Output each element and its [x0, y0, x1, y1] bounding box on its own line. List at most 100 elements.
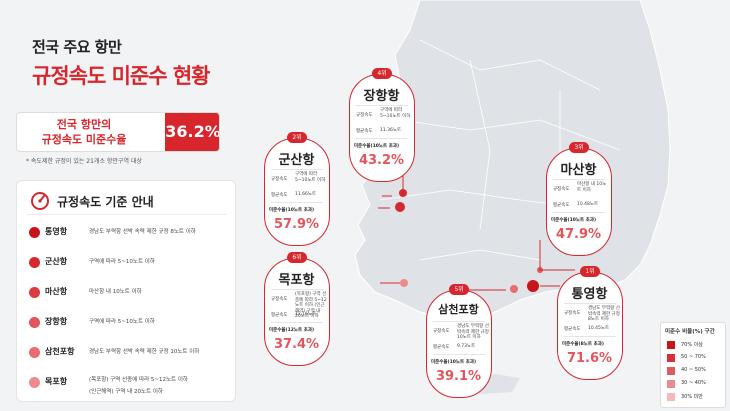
noncompliance-rate: 71.6%	[566, 351, 613, 366]
marker-gunsan	[395, 202, 405, 212]
guide-port-desc: 구역에 따라 5~10노트 이하	[89, 319, 155, 325]
card-divider	[553, 212, 605, 213]
noncompliance-rate: 47.9%	[555, 227, 602, 242]
port-card: 삼천포항 규정속도 경남도 부력항 선박속력 제한 규정 10노트 이하 평균속도 9.…	[426, 290, 492, 398]
legend-swatch	[667, 354, 675, 362]
noncompliance-label: 미준수율(10노트 초과)	[431, 360, 477, 365]
legend-label: 50 ~ 70%	[681, 354, 706, 360]
speed-label: 규정속도	[271, 177, 288, 182]
guide-port-name: 목포항	[45, 377, 68, 386]
speed-label: 규정속도	[553, 187, 570, 192]
card-divider	[271, 322, 323, 323]
speed-label: 규정속도	[271, 297, 288, 302]
marker-tongyeong	[527, 280, 539, 292]
marker-samcheonpo	[510, 285, 518, 293]
guide-row: 목포항 (목포항) 구역 선종에 따라 5~12노트 이하 (인근해역) 구역 내 …	[27, 371, 232, 395]
noncompliance-rate: 43.2%	[358, 153, 405, 168]
guide-port-desc: 마산항 내 10노트 이하	[89, 289, 142, 295]
legend-swatch	[667, 367, 675, 375]
guide-port-name: 마산항	[45, 287, 68, 296]
avg-value: 10.45노트	[588, 326, 610, 331]
guide-color-dot	[29, 287, 40, 298]
card-divider	[564, 303, 616, 304]
guide-color-dot	[29, 347, 40, 358]
port-name: 삼천포항	[438, 303, 479, 316]
legend-swatch	[667, 380, 675, 388]
avg-value: 10.48노트	[577, 202, 599, 207]
noncompliance-label: 미준수율(10노트 초과)	[354, 144, 400, 149]
legend-label: 30% 미만	[681, 394, 703, 400]
guide-port-name: 장항항	[45, 317, 68, 326]
avg-value: 11.66노트	[295, 192, 317, 197]
guide-row: 삼천포항 경남도 부력항 선박 속력 제한 규정 10노트 이하	[27, 341, 232, 365]
guide-port-name: 군산항	[45, 257, 68, 266]
noncompliance-label: 미준수율(8노트 초과)	[562, 342, 604, 347]
noncompliance-rate: 37.4%	[273, 337, 320, 352]
marker-mokpo	[400, 279, 408, 287]
rank-badge: 5위	[449, 284, 469, 295]
card-divider	[271, 169, 323, 170]
national-rate-value: 36.2%	[165, 113, 219, 151]
avg-label: 평균속도	[271, 313, 288, 318]
legend-item: 30 ~ 40%	[667, 378, 725, 390]
legend-label: 40 ~ 50%	[681, 367, 706, 373]
legend-label: 70% 이상	[681, 342, 703, 348]
guide-port-desc2: (인근해역) 구역 내 20노트 이하	[89, 389, 163, 395]
speed-guide-panel: 규정속도 기준 안내 통영항 경남도 부력항 선박 속력 제한 규정 8노트 이하…	[16, 180, 236, 402]
guide-port-desc: (목포항) 구역 선종에 따라 5~12노트 이하	[89, 377, 188, 383]
national-rate-box: 전국 항만의 규정속도 미준수율 36.2%	[16, 112, 220, 152]
noncompliance-label: 미준수율(10노트 초과)	[551, 218, 597, 223]
avg-value: 12.16노트	[295, 312, 317, 317]
page-title: 규정속도 미준수 현황	[32, 64, 211, 88]
guide-color-dot	[29, 257, 40, 268]
rank-badge: 6위	[287, 252, 307, 263]
port-name: 통영항	[571, 287, 608, 302]
port-name: 마산항	[560, 163, 597, 178]
avg-label: 평균속도	[564, 327, 581, 332]
legend-item: 30% 미만	[667, 391, 725, 403]
page-subtitle: 전국 주요 항만	[32, 38, 122, 56]
guide-row: 통영항 경남도 부력항 선박 속력 제한 규정 8노트 이하	[27, 221, 232, 245]
speedometer-icon	[31, 192, 49, 210]
card-divider	[564, 336, 616, 337]
avg-label: 평균속도	[271, 193, 288, 198]
rank-badge: 3위	[569, 142, 589, 153]
port-name: 장항항	[363, 89, 400, 104]
card-divider	[433, 354, 485, 355]
speed-label: 규정속도	[564, 311, 581, 316]
rank-badge: 4위	[372, 68, 392, 79]
guide-color-dot	[29, 317, 40, 328]
guide-port-desc: 구역에 따라 5~10노트 이하	[89, 259, 155, 265]
legend: 미준수 비율(%) 구간 70% 이상 50 ~ 70% 40 ~ 50% 30 ~ …	[660, 322, 726, 408]
card-divider	[356, 138, 408, 139]
guide-port-name: 삼천포항	[45, 347, 75, 356]
speed-label: 규정속도	[356, 113, 373, 118]
card-divider	[433, 321, 485, 322]
speed-value: 경남도 부력항 선박속력 제한 규정 10노트 이하	[457, 324, 489, 340]
national-rate-label: 전국 항만의 규정속도 미준수율	[17, 113, 151, 151]
guide-port-desc: 경남도 부력항 선박 속력 제한 규정 8노트 이하	[89, 229, 196, 235]
rate-note: * 속도제한 규정이 있는 21개소 항만구역 대상	[26, 158, 142, 165]
guide-port-desc: 경남도 부력항 선박 속력 제한 규정 10노트 이하	[89, 349, 200, 355]
port-name: 군산항	[278, 153, 315, 168]
card-divider	[271, 289, 323, 290]
speed-value: (목포항) 구역 선종에 따라 5~12노트 이하 (인근해역) 구역 내 20…	[295, 292, 327, 319]
guide-color-dot	[29, 227, 40, 238]
avg-value: 11.36노트	[380, 128, 402, 133]
legend-title: 미준수 비율(%) 구간	[665, 329, 715, 335]
avg-label: 평균속도	[356, 129, 373, 134]
speed-value: 경남도 부력항 선박속력 제한 규정 8노트 이하	[588, 306, 620, 322]
noncompliance-label: 미준수율(10노트 초과)	[269, 208, 315, 213]
card-divider	[553, 179, 605, 180]
noncompliance-rate: 39.1%	[435, 369, 482, 384]
guide-port-name: 통영항	[45, 227, 68, 236]
guide-row: 군산항 구역에 따라 5~10노트 이하	[27, 251, 232, 275]
port-name: 목포항	[278, 273, 315, 288]
speed-value: 구역에 따라 5~10노트 이하	[380, 108, 411, 119]
guide-title: 규정속도 기준 안내	[57, 195, 154, 209]
legend-label: 30 ~ 40%	[681, 380, 706, 386]
rate-label-line2: 규정속도 미준수율	[41, 133, 127, 146]
